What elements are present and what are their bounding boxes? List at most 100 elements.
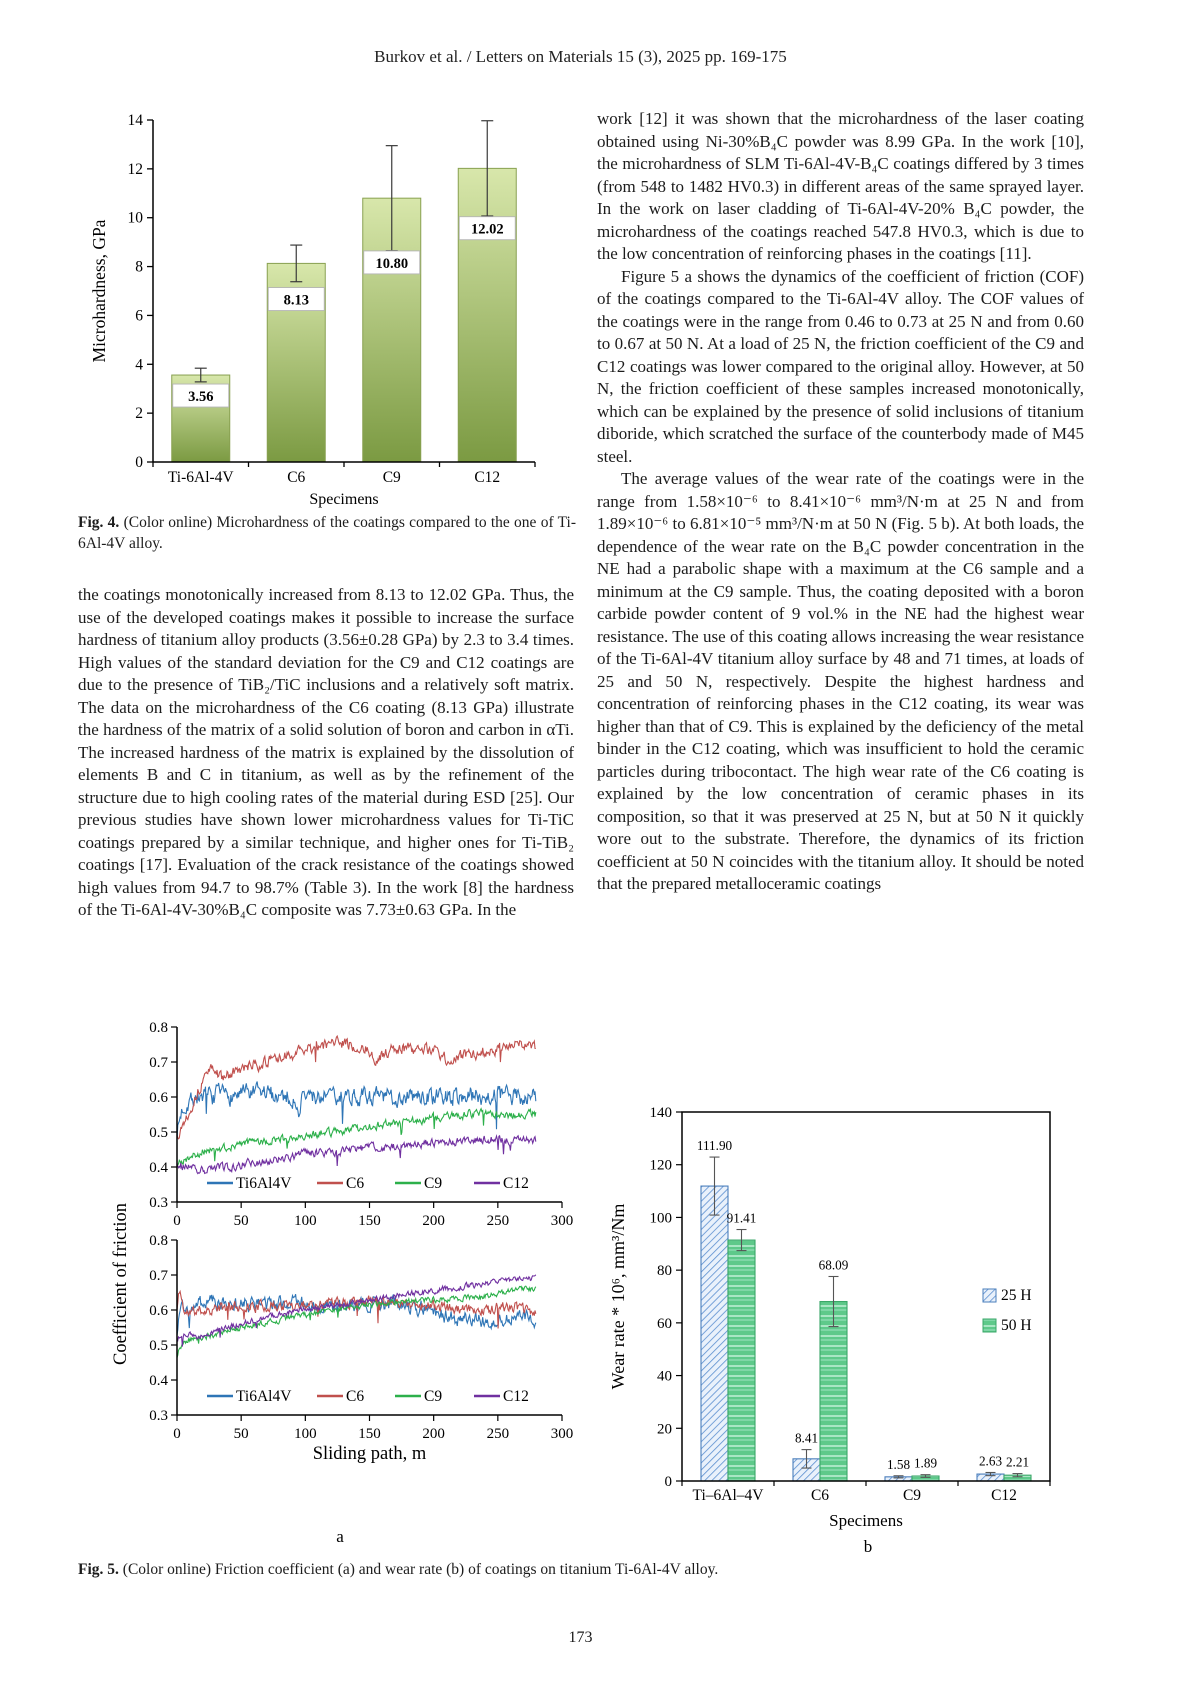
fig5a-legend-C12: C12: [503, 1388, 529, 1405]
fig5a-xtick: 250: [487, 1426, 510, 1442]
fig5b-wear-rate-bar-chart: 0 20 40 60 80 100 120 140 111.90 91.41 Ti–6Al–4V 8.…: [608, 1105, 1051, 1556]
fig5a-xtick: 150: [358, 1213, 381, 1229]
fig5-caption: Fig. 5. (Color online) Friction coeffici…: [78, 1560, 1088, 1581]
fig5b-ytick: 60: [657, 1316, 672, 1332]
fig5a-ytick: 0.4: [149, 1373, 168, 1389]
fig5a-friction-line-charts: 0.8 0.7 0.6 0.5 0.4 0.3 0 50 100 150 200 250 300 Ti6A…: [112, 1020, 574, 1546]
fig5a-ytick: 0.8: [149, 1020, 168, 1036]
fig5a-legend-C9: C9: [424, 1388, 442, 1405]
fig5b-legend-25 H: 25 H: [1001, 1287, 1032, 1304]
fig5a-ytick: 0.5: [149, 1338, 168, 1354]
fig5a-yaxis-label: Coefficient of friction: [112, 1203, 131, 1365]
fig5b-ytick: 140: [650, 1105, 673, 1121]
fig5b-value-label: 111.90: [697, 1138, 733, 1153]
fig5a-xtick: 150: [358, 1426, 381, 1442]
page-number: 173: [568, 1629, 593, 1646]
fig5a-xtick: 100: [294, 1213, 317, 1229]
fig4-yaxis-label: Microhardness, GPa: [89, 219, 109, 362]
fig5a-xaxis-label: Sliding path, m: [313, 1444, 427, 1464]
fig4-caption: Fig. 4. (Color online) Microhardness of …: [78, 513, 576, 554]
fig5a-legend-Ti6Al4V: Ti6Al4V: [236, 1175, 292, 1192]
fig5b-legend-50 H: 50 H: [1001, 1317, 1032, 1334]
fig5b-category-label: Ti–6Al–4V: [693, 1487, 765, 1504]
fig5b-bar-50 H-Ti–6Al–4V: [727, 1239, 756, 1482]
fig5b-ytick: 120: [650, 1158, 673, 1174]
fig4-value-label: 3.56: [188, 389, 213, 405]
fig5-caption-label: Fig. 5.: [78, 1561, 119, 1578]
fig5b-category-label: C12: [991, 1487, 1017, 1504]
fig5b-legend-swatch-50 H: [982, 1318, 997, 1333]
paragraph: Figure 5 a shows the dynamics of the coe…: [597, 266, 1084, 466]
fig5a-ytick: 0.7: [149, 1268, 168, 1284]
fig5-caption-text: (Color online) Friction coefficient (a) …: [118, 1561, 719, 1578]
fig4-value-label: 8.13: [284, 293, 309, 309]
running-header: Burkov et al. / Letters on Materials 15 …: [374, 47, 787, 66]
fig5a-ytick: 0.8: [149, 1233, 168, 1249]
fig5a-xtick: 200: [422, 1213, 445, 1229]
fig5a-ytick: 0.7: [149, 1055, 168, 1071]
fig5a-xtick: 300: [551, 1213, 574, 1229]
fig5a-xtick: 50: [234, 1426, 249, 1442]
fig5a-series-C9: [176, 1285, 537, 1358]
paragraph: The average values of the wear rate of t…: [597, 469, 1084, 893]
fig5b-ytick: 100: [650, 1210, 673, 1226]
fig5b-value-label: 2.21: [1006, 1455, 1029, 1470]
left-text-column: the coatings monotonically increased fro…: [78, 584, 574, 922]
fig5a-legend-C6: C6: [346, 1175, 364, 1192]
fig4-value-label: 12.02: [471, 222, 504, 238]
fig5a-ytick: 0.6: [149, 1303, 168, 1319]
fig5a-xtick: 100: [294, 1426, 317, 1442]
fig5a-legend-C12: C12: [503, 1175, 529, 1192]
fig5a-xtick: 0: [173, 1426, 181, 1442]
fig5b-ytick: 20: [657, 1421, 672, 1437]
fig5b-yaxis-label: Wear rate * 10⁶, mm³/Nm: [608, 1204, 628, 1390]
fig5b-value-label: 68.09: [819, 1257, 849, 1272]
fig4-ytick: 0: [135, 454, 143, 471]
fig5b-value-label: 1.89: [914, 1456, 937, 1471]
fig4-ytick: 14: [128, 112, 144, 129]
fig5a-legend-C6: C6: [346, 1388, 364, 1405]
fig4-category-label: Ti-6Al-4V: [168, 469, 235, 486]
fig4-xaxis-label: Specimens: [309, 491, 378, 508]
fig5b-xaxis-label: Specimens: [829, 1511, 903, 1530]
fig5a-series-C6: [176, 1289, 537, 1329]
fig5b-category-label: C6: [811, 1487, 829, 1504]
fig5a-xtick: 50: [234, 1213, 249, 1229]
fig4-value-label: 10.80: [375, 256, 408, 272]
fig5a-ytick: 0.6: [149, 1090, 168, 1106]
fig5a-series-C12: [176, 1133, 537, 1175]
fig5b-legend-swatch-25 H: [982, 1288, 997, 1303]
fig5a-legend-Ti6Al4V: Ti6Al4V: [236, 1388, 292, 1405]
fig5b-bar-25 H-Ti–6Al–4V: [700, 1185, 729, 1482]
fig4-ytick: 12: [128, 161, 144, 178]
fig4-category-label: C6: [287, 469, 305, 486]
fig5a-xtick: 200: [422, 1426, 445, 1442]
fig5b-ytick: 40: [657, 1369, 672, 1385]
fig5a-xtick: 0: [173, 1213, 181, 1229]
fig4-ytick: 2: [135, 405, 143, 422]
fig5b-value-label: 1.58: [887, 1457, 910, 1472]
fig4-microhardness-bar-chart: 0 2 4 6 8 10 12 14 3.56 Ti-6Al-4V 8.13 C6 10.80 C9 12.…: [89, 112, 536, 508]
fig5b-value-label: 8.41: [795, 1431, 818, 1446]
fig5a-ytick: 0.3: [149, 1195, 168, 1211]
fig5a-series-Ti6Al4V: [176, 1081, 537, 1140]
fig4-ytick: 8: [135, 259, 143, 276]
fig5a-series-C6: [176, 1034, 536, 1140]
fig4-category-label: C9: [383, 469, 401, 486]
right-text-column: work [12] it was shown that the microhar…: [597, 108, 1084, 896]
fig5a-legend-C9: C9: [424, 1175, 442, 1192]
fig5a-series-C12: [176, 1274, 537, 1347]
fig4-ytick: 4: [135, 356, 143, 373]
fig5b-ytick: 80: [657, 1263, 672, 1279]
fig5b-value-label: 91.41: [727, 1211, 757, 1226]
fig4-caption-text: (Color online) Microhardness of the coat…: [78, 514, 576, 552]
fig5b-category-label: C9: [903, 1487, 921, 1504]
fig4-ytick: 6: [135, 307, 143, 324]
fig5a-ytick: 0.4: [149, 1160, 168, 1176]
fig4-category-label: C12: [474, 469, 500, 486]
fig5b-value-label: 2.63: [979, 1453, 1002, 1468]
fig5a-series-C9: [176, 1107, 537, 1166]
fig5a-xtick: 250: [487, 1213, 510, 1229]
fig5a-ytick: 0.3: [149, 1408, 168, 1424]
